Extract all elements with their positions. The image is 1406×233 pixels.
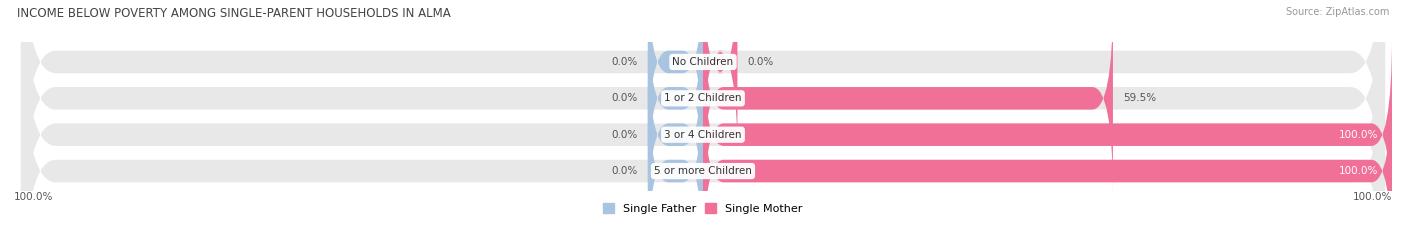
FancyBboxPatch shape (21, 0, 1385, 233)
Text: 100.0%: 100.0% (1339, 166, 1378, 176)
Legend: Single Father, Single Mother: Single Father, Single Mother (599, 199, 807, 218)
Text: 0.0%: 0.0% (612, 130, 637, 140)
FancyBboxPatch shape (648, 73, 703, 233)
Text: 100.0%: 100.0% (1339, 130, 1378, 140)
Text: Source: ZipAtlas.com: Source: ZipAtlas.com (1285, 7, 1389, 17)
Text: 100.0%: 100.0% (14, 192, 53, 202)
Text: 59.5%: 59.5% (1123, 93, 1156, 103)
Text: 0.0%: 0.0% (612, 93, 637, 103)
Text: 3 or 4 Children: 3 or 4 Children (664, 130, 742, 140)
FancyBboxPatch shape (21, 0, 1385, 233)
Text: 5 or more Children: 5 or more Children (654, 166, 752, 176)
FancyBboxPatch shape (703, 0, 738, 160)
FancyBboxPatch shape (21, 0, 1385, 233)
Text: 1 or 2 Children: 1 or 2 Children (664, 93, 742, 103)
FancyBboxPatch shape (21, 0, 1385, 233)
Text: No Children: No Children (672, 57, 734, 67)
FancyBboxPatch shape (648, 0, 703, 196)
FancyBboxPatch shape (703, 73, 1392, 233)
FancyBboxPatch shape (703, 37, 1392, 233)
FancyBboxPatch shape (648, 37, 703, 233)
Text: 0.0%: 0.0% (612, 166, 637, 176)
FancyBboxPatch shape (648, 0, 703, 160)
Text: INCOME BELOW POVERTY AMONG SINGLE-PARENT HOUSEHOLDS IN ALMA: INCOME BELOW POVERTY AMONG SINGLE-PARENT… (17, 7, 450, 20)
Text: 0.0%: 0.0% (612, 57, 637, 67)
Text: 0.0%: 0.0% (748, 57, 775, 67)
Text: 100.0%: 100.0% (1353, 192, 1392, 202)
FancyBboxPatch shape (703, 0, 1114, 196)
